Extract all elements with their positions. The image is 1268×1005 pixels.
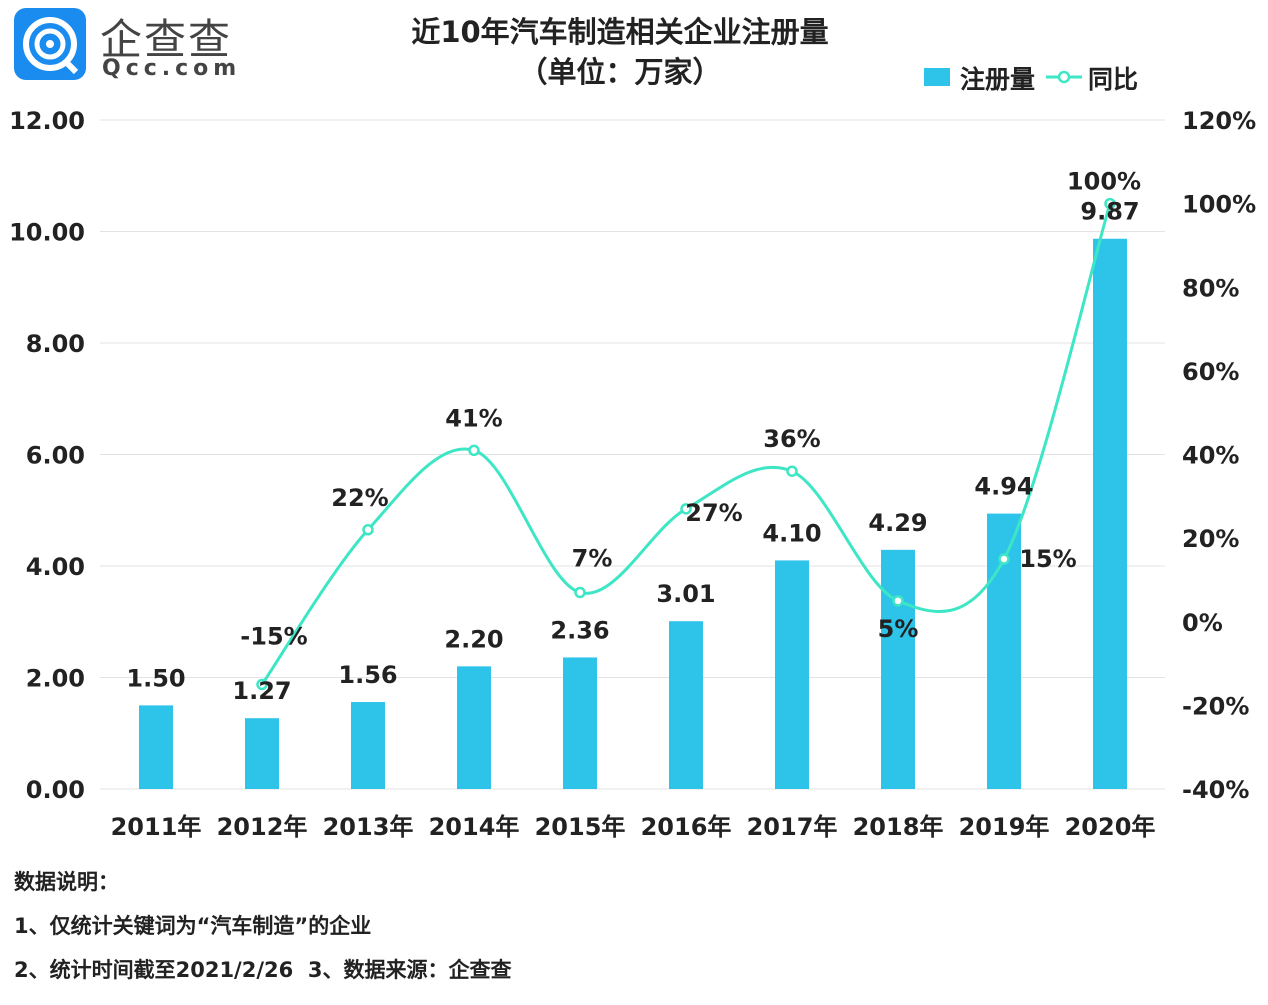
yoy-value-label: 7% — [572, 544, 613, 572]
bar — [563, 657, 597, 789]
right-tick-label: 80% — [1182, 274, 1239, 302]
bar — [1093, 238, 1127, 789]
yoy-point — [892, 595, 904, 607]
yoy-value-label: 15% — [1019, 545, 1076, 573]
bar — [775, 560, 809, 789]
yoy-value-label: 22% — [331, 484, 388, 512]
yoy-value-label: 27% — [685, 499, 742, 527]
x-tick-label: 2017年 — [747, 813, 838, 841]
bar — [245, 718, 279, 789]
bar — [351, 702, 385, 789]
left-tick-label: 12.00 — [9, 107, 85, 135]
yoy-point — [786, 465, 798, 477]
x-tick-label: 2016年 — [641, 813, 732, 841]
bar-value-label: 4.94 — [974, 473, 1033, 501]
yoy-value-label: 100% — [1067, 168, 1141, 196]
bar — [139, 705, 173, 789]
legend: 注册量 同比 — [924, 65, 1138, 94]
left-tick-label: 0.00 — [26, 776, 85, 804]
x-tick-label: 2020年 — [1065, 813, 1156, 841]
left-tick-label: 6.00 — [26, 442, 85, 470]
chart-title: 近10年汽车制造相关企业注册量 — [411, 15, 828, 49]
chart: 近10年汽车制造相关企业注册量 （单位：万家） 注册量 同比 0.00 2.00 4… — [9, 15, 1256, 841]
notes-line-2: 2、统计时间截至2021/2/26 3、数据来源：企查查 — [14, 958, 512, 982]
bar — [669, 621, 703, 789]
x-tick-label: 2019年 — [959, 813, 1050, 841]
notes-line-1: 1、仅统计关键词为“汽车制造”的企业 — [14, 914, 372, 938]
right-tick-label: -40% — [1182, 776, 1249, 804]
bar-value-label: 4.10 — [762, 519, 821, 547]
yoy-value-label: 5% — [878, 615, 919, 643]
left-tick-label: 4.00 — [26, 553, 85, 581]
yoy-value-label: 36% — [763, 425, 820, 453]
right-tick-label: -20% — [1182, 692, 1249, 720]
bar-value-label: 1.50 — [126, 664, 185, 692]
yoy-point — [256, 678, 268, 691]
left-tick-label: 8.00 — [26, 330, 85, 358]
x-tick-label: 2011年 — [111, 813, 202, 841]
yoy-value-label: -15% — [240, 622, 307, 650]
right-tick-label: 20% — [1182, 525, 1239, 553]
bar-value-label: 3.01 — [656, 580, 715, 608]
right-tick-label: 0% — [1182, 609, 1223, 637]
bar — [457, 666, 491, 789]
legend-line-marker — [1057, 70, 1071, 84]
yoy-line — [260, 203, 1112, 686]
bar-value-label: 1.27 — [232, 677, 291, 705]
yoy-point — [468, 444, 480, 457]
legend-bar-label: 注册量 — [960, 65, 1035, 94]
yoy-point — [574, 586, 586, 599]
bar-value-label: 2.20 — [444, 625, 503, 653]
yoy-point — [680, 503, 692, 515]
bar-value-label: 9.87 — [1080, 198, 1139, 226]
logo-text-cn: 企查查 — [100, 15, 233, 64]
x-tick-label: 2015年 — [535, 813, 626, 841]
yoy-point — [362, 524, 374, 536]
yoy-value-label: 41% — [445, 404, 502, 432]
legend-line-label: 同比 — [1088, 65, 1138, 94]
bar-value-label: 1.56 — [338, 661, 397, 689]
bar-value-label: 4.29 — [868, 509, 927, 537]
yoy-point — [998, 553, 1010, 565]
logo-text-en: Qcc.com — [102, 56, 242, 81]
bar — [881, 549, 915, 789]
yoy-point — [1104, 197, 1116, 210]
x-tick-label: 2013年 — [323, 813, 414, 841]
legend-bar-swatch — [924, 68, 950, 86]
right-tick-label: 100% — [1182, 191, 1256, 219]
logo: 企查查 Qcc.com — [12, 6, 236, 84]
chart-subtitle: （单位：万家） — [518, 55, 721, 89]
x-tick-label: 2018年 — [853, 813, 944, 841]
notes-heading: 数据说明： — [14, 870, 119, 894]
bar-value-label: 2.36 — [550, 616, 609, 644]
right-tick-label: 120% — [1182, 107, 1256, 135]
left-tick-label: 10.00 — [9, 219, 85, 247]
left-tick-label: 2.00 — [26, 665, 85, 693]
qcc-logo-icon — [14, 8, 86, 80]
x-tick-label: 2012年 — [217, 813, 308, 841]
x-tick-label: 2014年 — [429, 813, 520, 841]
right-tick-label: 40% — [1182, 442, 1239, 470]
right-tick-label: 60% — [1182, 358, 1239, 386]
